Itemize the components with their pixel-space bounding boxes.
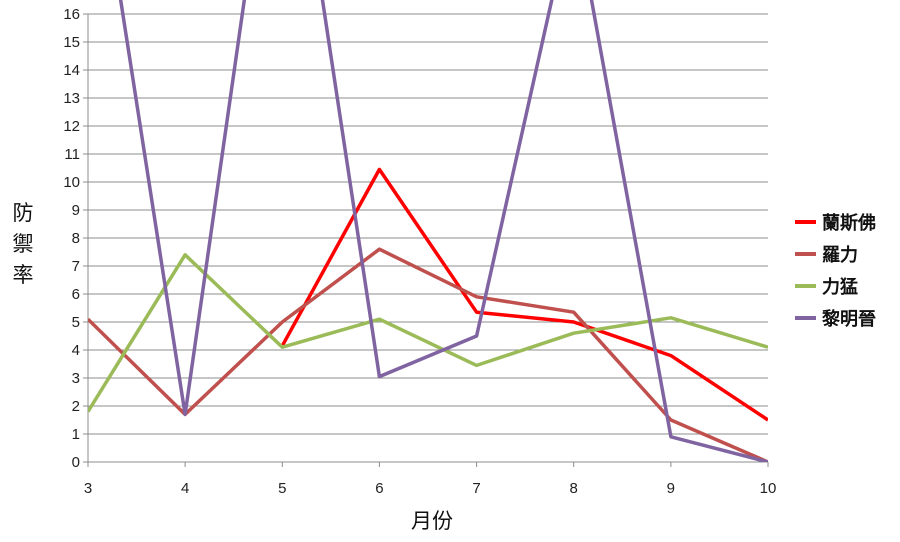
series-lines: [88, 0, 768, 462]
x-tick-label: 9: [667, 480, 675, 497]
y-tick-label: 5: [72, 314, 80, 331]
x-tick-label: 6: [375, 480, 383, 497]
y-tick-label: 12: [63, 118, 80, 135]
y-tick-label: 14: [63, 62, 80, 79]
y-tick-label: 13: [63, 90, 80, 107]
axes: [87, 14, 768, 463]
y-tick-label: 6: [72, 286, 80, 303]
x-tick-label: 5: [278, 480, 286, 497]
x-tick-label: 7: [472, 480, 480, 497]
series-line-1: [280, 167, 768, 422]
legend-label: 羅力: [822, 245, 858, 266]
y-axis-title-char: 率: [13, 263, 34, 287]
y-tick-label: 16: [63, 6, 80, 23]
x-tick-label: 4: [181, 480, 189, 497]
y-axis-title-char: 防: [13, 201, 34, 225]
y-tick-label: 2: [72, 398, 80, 415]
series-line-3: [88, 253, 768, 413]
series-line-4: [118, 0, 768, 462]
legend-label: 力猛: [822, 276, 858, 298]
series-line-2: [88, 247, 768, 462]
y-tick-label: 0: [72, 454, 80, 471]
y-tick-label: 8: [72, 230, 80, 247]
gridlines: [83, 13, 769, 467]
x-tick-label: 3: [84, 480, 92, 497]
x-tick-label: 10: [760, 480, 777, 497]
legend-label: 蘭斯佛: [822, 212, 876, 234]
y-tick-label: 4: [72, 342, 80, 359]
y-tick-label: 9: [72, 202, 80, 219]
y-tick-label: 15: [63, 34, 80, 51]
x-tick-label: 8: [570, 480, 578, 497]
x-axis-tick-labels: 3 4 5 6 7 8 9 10: [84, 480, 777, 497]
y-tick-label: 11: [64, 146, 80, 163]
y-tick-label: 7: [72, 258, 80, 275]
y-axis-title-char: 禦: [13, 232, 34, 256]
y-axis-title: 防禦率: [13, 201, 34, 287]
x-axis-title: 月份: [411, 509, 453, 533]
y-tick-label: 3: [72, 370, 80, 387]
y-tick-label: 10: [63, 174, 80, 191]
legend-label: 黎明晉: [822, 308, 876, 330]
y-tick-label: 1: [72, 426, 80, 443]
